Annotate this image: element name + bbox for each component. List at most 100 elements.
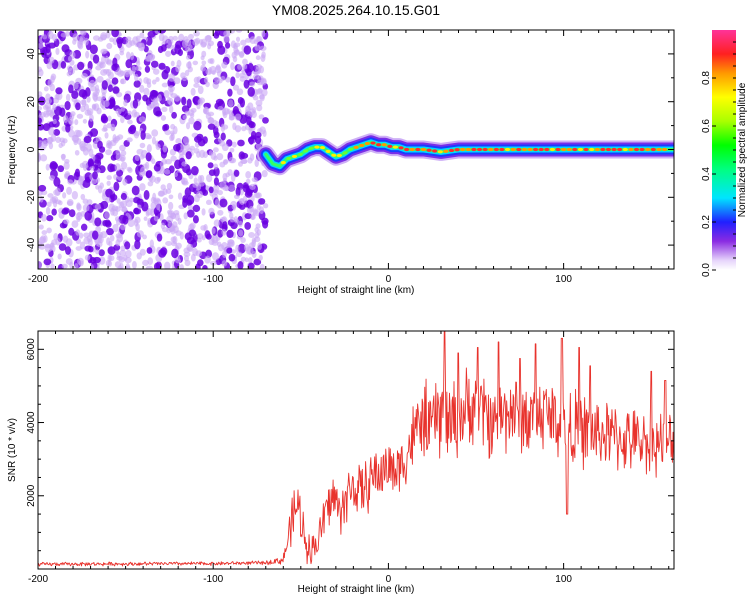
noise-dot bbox=[77, 40, 83, 49]
noise-dot bbox=[73, 263, 79, 269]
noise-dot bbox=[41, 214, 47, 222]
noise-dot bbox=[84, 37, 89, 46]
noise-dot bbox=[113, 181, 120, 192]
noise-dot bbox=[163, 123, 170, 131]
noise-dot bbox=[65, 123, 71, 133]
noise-dot bbox=[167, 221, 174, 228]
noise-dot bbox=[122, 215, 129, 225]
noise-dot bbox=[249, 36, 256, 45]
noise-dot bbox=[244, 37, 252, 43]
signal-peak-mark bbox=[544, 147, 550, 152]
noise-dot bbox=[168, 194, 174, 200]
noise-dot bbox=[172, 235, 178, 245]
noise-dot bbox=[158, 248, 167, 258]
colorbar: 0.0 0.2 0.4 0.6 0.8 Normalized spectral ampl… bbox=[701, 30, 748, 277]
noise-dot bbox=[207, 43, 212, 50]
noise-dot bbox=[40, 154, 48, 162]
noise-dot bbox=[201, 60, 207, 66]
noise-dot bbox=[224, 42, 231, 49]
noise-dot bbox=[125, 36, 132, 42]
noise-dot bbox=[239, 114, 248, 125]
spectrogram-y-ticks: -40 -20 0 20 40 bbox=[26, 29, 674, 270]
noise-dot bbox=[67, 55, 73, 62]
noise-dot bbox=[107, 254, 112, 263]
noise-dot bbox=[55, 136, 62, 144]
signal-peak-mark bbox=[392, 145, 399, 149]
noise-dot bbox=[214, 30, 221, 37]
noise-dot bbox=[99, 182, 104, 189]
noise-dot bbox=[119, 249, 127, 257]
noise-dot bbox=[246, 68, 252, 77]
noise-dot bbox=[193, 83, 200, 88]
noise-dot bbox=[120, 78, 125, 85]
noise-dot bbox=[139, 183, 146, 191]
noise-dot bbox=[234, 113, 242, 121]
noise-dot bbox=[247, 86, 255, 97]
signal-peak-mark bbox=[488, 147, 494, 152]
signal-peak-mark bbox=[443, 149, 449, 153]
colorbar-ticks: 0.0 0.2 0.4 0.6 0.8 bbox=[701, 41, 736, 277]
noise-dot bbox=[157, 45, 164, 54]
noise-dot bbox=[112, 134, 117, 143]
noise-dot bbox=[38, 153, 41, 162]
noise-dot bbox=[185, 151, 192, 160]
signal-peak-mark bbox=[611, 147, 617, 152]
noise-dot bbox=[62, 192, 67, 199]
signal-peak-mark bbox=[370, 141, 376, 145]
spectrogram-x-tick-label: 0 bbox=[386, 274, 392, 285]
noise-dot bbox=[43, 86, 49, 92]
noise-dot bbox=[248, 136, 254, 145]
noise-dot bbox=[138, 116, 146, 123]
signal-peak-mark bbox=[538, 147, 544, 152]
noise-dot bbox=[167, 209, 173, 215]
noise-dot bbox=[119, 50, 125, 56]
noise-dot bbox=[80, 30, 86, 35]
noise-dot bbox=[51, 208, 57, 216]
noise-dot bbox=[38, 224, 44, 230]
noise-dot bbox=[155, 143, 161, 151]
noise-dot bbox=[89, 79, 96, 87]
noise-dot bbox=[78, 232, 84, 239]
signal-peak-mark bbox=[415, 147, 421, 152]
noise-dot bbox=[160, 184, 166, 191]
noise-dot bbox=[242, 64, 248, 70]
noise-dot bbox=[223, 34, 230, 43]
noise-dot bbox=[38, 184, 47, 192]
colorbar-label: Normalized spectral amplitude bbox=[737, 82, 748, 217]
noise-dot bbox=[169, 134, 174, 142]
noise-dot bbox=[181, 76, 188, 82]
noise-dot bbox=[125, 265, 131, 269]
noise-dot bbox=[180, 143, 186, 151]
noise-dot bbox=[103, 99, 110, 108]
noise-dot bbox=[254, 44, 261, 51]
signal-peak-mark bbox=[471, 147, 477, 152]
noise-dot bbox=[107, 246, 116, 255]
noise-dot bbox=[142, 94, 148, 102]
noise-dot bbox=[92, 171, 98, 180]
noise-dot bbox=[58, 142, 63, 149]
signal-peak-mark bbox=[448, 148, 455, 153]
noise-dot bbox=[51, 195, 59, 204]
noise-dot bbox=[105, 68, 112, 77]
noise-dot bbox=[80, 193, 86, 200]
noise-dot bbox=[65, 258, 73, 265]
noise-dot bbox=[235, 36, 241, 42]
noise-dot bbox=[109, 234, 115, 242]
noise-dot bbox=[170, 155, 177, 162]
noise-dot bbox=[89, 44, 98, 55]
colorbar-tick-label: 0.6 bbox=[701, 119, 712, 133]
noise-dot bbox=[192, 204, 201, 213]
signal-peak-mark bbox=[583, 147, 589, 152]
noise-dot bbox=[213, 167, 220, 177]
noise-dot bbox=[100, 231, 108, 239]
noise-dot bbox=[219, 217, 226, 223]
noise-dot bbox=[73, 82, 79, 90]
noise-dot bbox=[255, 99, 263, 107]
noise-dot bbox=[217, 106, 224, 111]
noise-dot bbox=[75, 102, 81, 111]
noise-dot bbox=[185, 55, 191, 60]
noise-dot bbox=[102, 48, 108, 54]
signal-peak-mark bbox=[521, 147, 527, 152]
noise-dot bbox=[120, 223, 126, 231]
noise-dot bbox=[61, 44, 70, 53]
